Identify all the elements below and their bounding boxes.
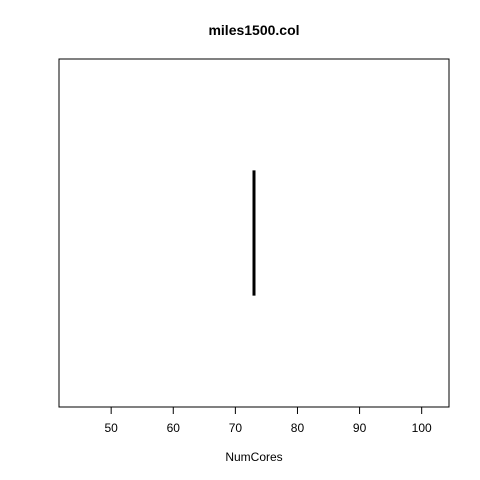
x-axis-label: NumCores (225, 450, 282, 464)
x-tick-label: 60 (167, 421, 181, 435)
x-tick-label: 90 (353, 421, 367, 435)
x-tick-label: 50 (104, 421, 118, 435)
chart-title: miles1500.col (208, 22, 299, 38)
x-tick-label: 80 (291, 421, 305, 435)
x-tick-label: 100 (412, 421, 432, 435)
x-axis-ticks: 50 60 70 80 90 100 (104, 407, 432, 435)
x-tick-label: 70 (229, 421, 243, 435)
